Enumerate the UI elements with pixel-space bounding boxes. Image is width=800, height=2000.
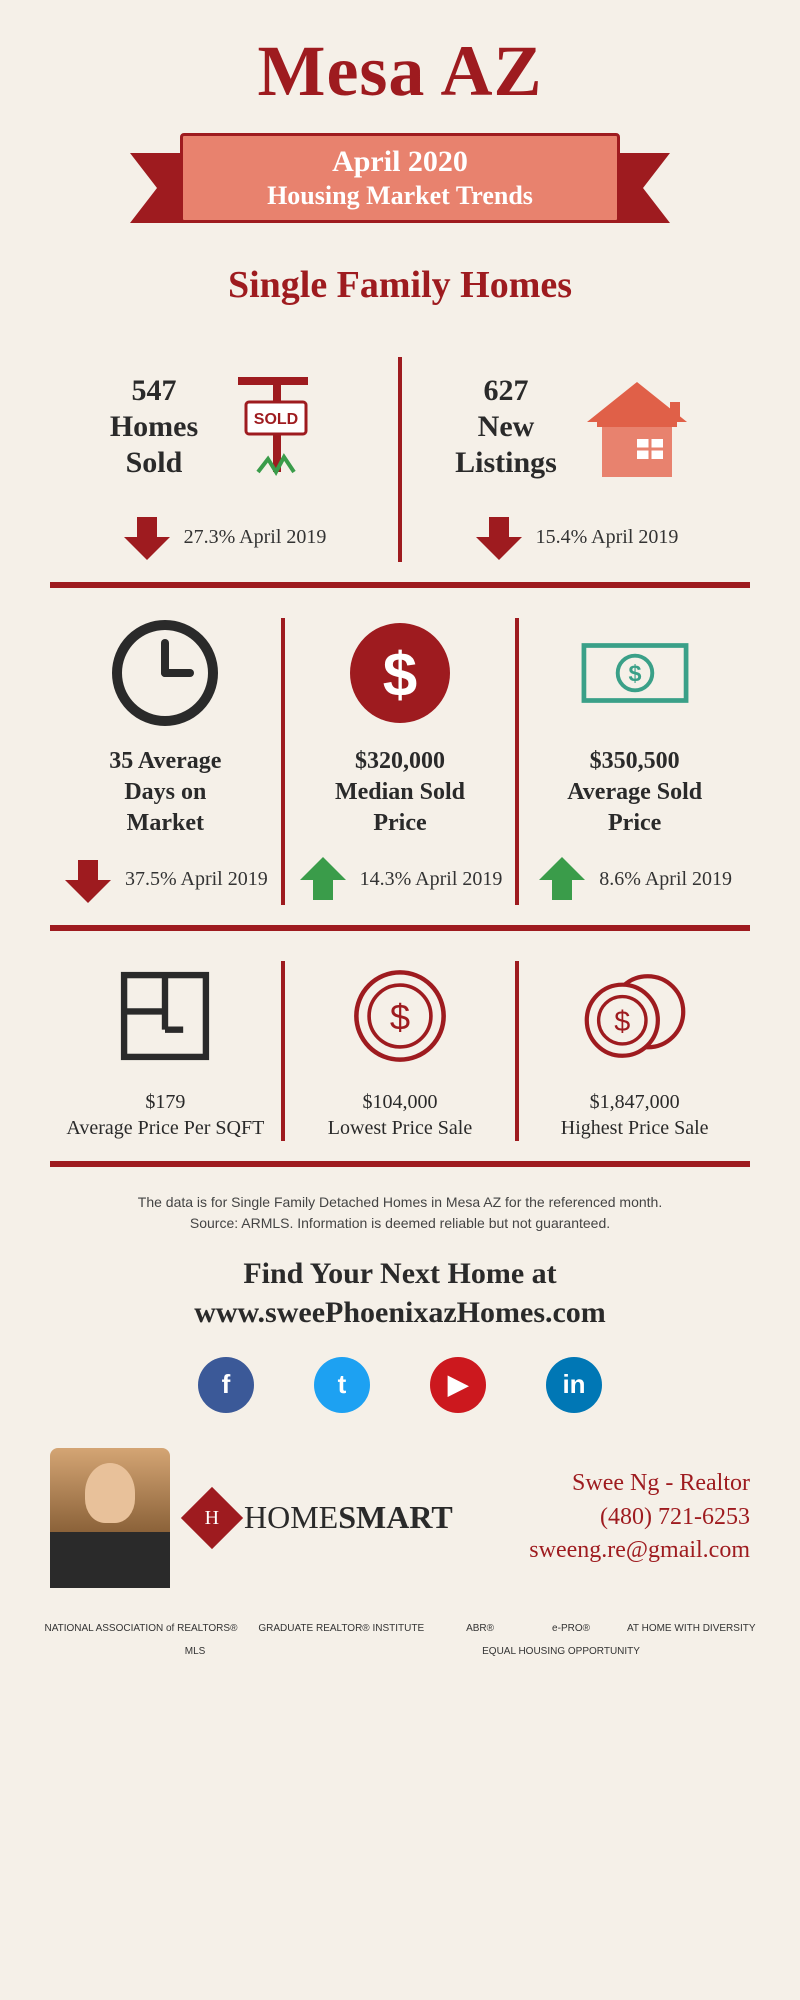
cta-line1: Find Your Next Home at	[0, 1254, 800, 1293]
svg-text:$: $	[628, 661, 641, 687]
median-price-cell: $ $320,000 Median Sold Price 14.3% April…	[285, 618, 516, 905]
divider	[50, 1161, 750, 1167]
social-row: f t ▶ in	[0, 1357, 800, 1413]
down-arrow-icon	[474, 512, 524, 562]
lowest-price-cell: $ $104,000 Lowest Price Sale	[285, 961, 516, 1141]
svg-text:SOLD: SOLD	[254, 411, 298, 428]
median-change: 14.3% April 2019	[360, 868, 503, 891]
cert-logo: e-PRO®	[536, 1623, 606, 1634]
listings-change: 15.4% April 2019	[536, 526, 679, 549]
homes-sold-change: 27.3% April 2019	[184, 526, 327, 549]
average-label1: Average Sold	[567, 777, 702, 808]
days-label1: Days on	[109, 777, 221, 808]
ribbon-banner: April 2020 Housing Market Trends	[130, 123, 670, 243]
average-price-cell: $ $350,500 Average Sold Price 8.6% April…	[519, 618, 750, 905]
days-value: 35 Average	[109, 746, 221, 777]
highest-price-cell: $ $1,847,000 Highest Price Sale	[519, 961, 750, 1141]
coin-outline-icon: $	[345, 961, 455, 1071]
new-listings-cell: 627 New Listings 15.4%	[402, 357, 750, 562]
lowest-value: $104,000	[328, 1089, 472, 1115]
cert-logo: GRADUATE REALTOR® INSTITUTE	[258, 1623, 424, 1634]
highest-label: Highest Price Sale	[561, 1115, 709, 1141]
median-label1: Median Sold	[335, 777, 465, 808]
contact-email: sweeng.re@gmail.com	[529, 1534, 750, 1568]
sold-sign-icon: SOLD	[218, 367, 338, 487]
cert-logo: AT HOME WITH DIVERSITY	[627, 1623, 756, 1634]
stats-row-3: $179 Average Price Per SQFT $ $104,000 L…	[0, 941, 800, 1151]
down-arrow-icon	[63, 855, 113, 905]
svg-text:$: $	[390, 996, 410, 1037]
down-arrow-icon	[122, 512, 172, 562]
stats-row-2: 35 Average Days on Market 37.5% April 20…	[0, 598, 800, 915]
realtor-avatar	[50, 1448, 170, 1588]
cert-logo: NATIONAL ASSOCIATION of REALTORS®	[44, 1623, 237, 1634]
sqft-value: $179	[66, 1089, 264, 1115]
main-title: Mesa AZ	[0, 30, 800, 113]
contact-phone: (480) 721-6253	[529, 1501, 750, 1535]
clock-icon	[110, 618, 220, 728]
dollar-bill-icon: $	[580, 618, 690, 728]
divider	[50, 925, 750, 931]
disclaimer: The data is for Single Family Detached H…	[60, 1192, 740, 1234]
median-label2: Price	[335, 808, 465, 839]
average-change: 8.6% April 2019	[599, 868, 732, 891]
stats-row-1: 547 Homes Sold SOLD 27.3% April 2019	[0, 337, 800, 572]
homes-sold-cell: 547 Homes Sold SOLD 27.3% April 2019	[50, 357, 398, 562]
floorplan-icon	[110, 961, 220, 1071]
contact-row: H HOMESMART Swee Ng - Realtor (480) 721-…	[0, 1448, 800, 1613]
dollar-circle-icon: $	[345, 618, 455, 728]
youtube-icon[interactable]: ▶	[430, 1357, 486, 1413]
certification-logos: NATIONAL ASSOCIATION of REALTORS® GRADUAT…	[0, 1613, 800, 1687]
sqft-label: Average Price Per SQFT	[66, 1115, 264, 1141]
disclaimer-line1: The data is for Single Family Detached H…	[60, 1192, 740, 1213]
days-change: 37.5% April 2019	[125, 868, 268, 891]
listings-label2: Listings	[455, 445, 557, 481]
up-arrow-icon	[537, 855, 587, 905]
infographic: Mesa AZ April 2020 Housing Market Trends…	[0, 30, 800, 1687]
divider	[50, 582, 750, 588]
cta-line2: www.sweePhoenixazHomes.com	[0, 1293, 800, 1332]
homes-sold-value: 547	[110, 373, 198, 409]
ribbon-date: April 2020	[332, 145, 468, 179]
days-label2: Market	[109, 808, 221, 839]
ribbon-subtitle: Housing Market Trends	[267, 181, 533, 211]
cta: Find Your Next Home at www.sweePhoenixaz…	[0, 1254, 800, 1332]
cert-logo: MLS	[160, 1646, 230, 1657]
facebook-icon[interactable]: f	[198, 1357, 254, 1413]
average-value: $350,500	[567, 746, 702, 777]
house-icon	[577, 367, 697, 487]
cert-logo: EQUAL HOUSING OPPORTUNITY	[482, 1646, 640, 1657]
up-arrow-icon	[298, 855, 348, 905]
contact-name: Swee Ng - Realtor	[529, 1467, 750, 1501]
listings-label1: New	[455, 409, 557, 445]
listings-value: 627	[455, 373, 557, 409]
sqft-cell: $179 Average Price Per SQFT	[50, 961, 281, 1141]
homes-sold-label2: Sold	[110, 445, 198, 481]
svg-text:$: $	[383, 641, 417, 710]
days-on-market-cell: 35 Average Days on Market 37.5% April 20…	[50, 618, 281, 905]
cert-logo: ABR®	[445, 1623, 515, 1634]
highest-value: $1,847,000	[561, 1089, 709, 1115]
brand-logo: H HOMESMART	[190, 1496, 509, 1540]
disclaimer-line2: Source: ARMLS. Information is deemed rel…	[60, 1213, 740, 1234]
lowest-label: Lowest Price Sale	[328, 1115, 472, 1141]
twitter-icon[interactable]: t	[314, 1357, 370, 1413]
svg-text:$: $	[614, 1006, 630, 1038]
homes-sold-label1: Homes	[110, 409, 198, 445]
subtitle: Single Family Homes	[0, 263, 800, 307]
coins-icon: $	[580, 961, 690, 1071]
median-value: $320,000	[335, 746, 465, 777]
average-label2: Price	[567, 808, 702, 839]
linkedin-icon[interactable]: in	[546, 1357, 602, 1413]
